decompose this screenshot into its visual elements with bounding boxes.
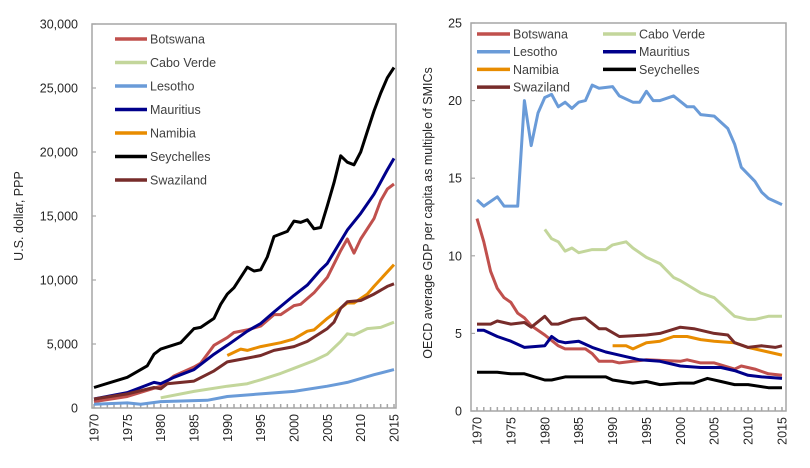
legend-label: Botswana <box>150 33 205 47</box>
y-tick-label: 10 <box>448 249 462 263</box>
legend-label: Lesotho <box>150 80 195 94</box>
y-tick-label: 0 <box>455 405 462 419</box>
series-line-namibia <box>226 263 396 357</box>
series-line-botswana <box>93 182 395 404</box>
legend: Botswana Cabo Verde Lesotho Mauritius Namibi… <box>477 28 705 95</box>
series-line-lesotho <box>475 83 783 208</box>
legend-label: Cabo Verde <box>639 28 705 42</box>
y-tick-label: 20 <box>448 94 462 108</box>
x-tick-label: 1990 <box>221 414 235 442</box>
y-tick-label: 15,000 <box>40 210 78 224</box>
legend-item: Lesotho <box>115 80 195 94</box>
series-line-cabo-verde <box>160 320 395 400</box>
legend-label: Swaziland <box>513 81 570 95</box>
legend-item: Swaziland <box>115 174 207 188</box>
x-tick-label: 1980 <box>538 417 552 445</box>
legend-item: Lesotho <box>477 45 558 59</box>
x-tick-label: 2010 <box>354 414 368 442</box>
legend-item: Namibia <box>115 127 196 141</box>
legend-item: Namibia <box>477 63 559 77</box>
legend-label: Seychelles <box>639 63 699 77</box>
series-line-seychelles <box>477 370 782 390</box>
x-tick-label: 1970 <box>471 417 485 445</box>
series-line-lesotho <box>93 368 395 406</box>
x-tick-label: 2015 <box>776 417 790 445</box>
series-line-mauritius <box>93 157 396 401</box>
legend-label: Cabo Verde <box>150 56 216 70</box>
legend-item: Botswana <box>115 33 205 47</box>
x-tick-label: 1985 <box>188 414 202 442</box>
legend-label: Swaziland <box>150 174 207 188</box>
legend-label: Mauritius <box>639 45 690 59</box>
legend-label: Seychelles <box>150 150 210 164</box>
legend-item: Mauritius <box>603 45 690 59</box>
legend-label: Botswana <box>513 28 568 42</box>
oecd-multiple-chart: OECD average GDP per capita as multiple … <box>421 17 790 445</box>
y-tick-label: 10,000 <box>40 274 78 288</box>
y-axis-title: OECD average GDP per capita as multiple … <box>421 67 435 359</box>
legend-item: Seychelles <box>115 150 210 164</box>
y-tick-label: 25 <box>448 17 462 31</box>
x-tick-label: 1980 <box>154 414 168 442</box>
x-tick-label: 1995 <box>254 414 268 442</box>
series-line-mauritius <box>477 328 783 380</box>
legend-item: Cabo Verde <box>115 56 216 70</box>
x-tick-label: 2010 <box>742 417 756 445</box>
series-line-cabo-verde <box>543 228 782 321</box>
gdp-ppp-chart: U.S. dollar, PPP 0 5,000 10,000 15,000 20,00… <box>12 18 402 442</box>
legend-item: Swaziland <box>477 81 570 95</box>
x-tick-label: 2005 <box>708 417 722 445</box>
x-tick-label: 2000 <box>288 414 302 442</box>
y-tick-label: 20,000 <box>40 146 78 160</box>
y-tick-label: 30,000 <box>40 18 78 32</box>
legend: Botswana Cabo Verde Lesotho Mauritius Namibi… <box>115 33 216 188</box>
y-tick-label: 0 <box>71 402 78 416</box>
plot-area-frame <box>470 22 787 412</box>
x-tick-label: 1995 <box>640 417 654 445</box>
series-line-swaziland <box>477 314 783 349</box>
x-tick-label: 2015 <box>388 414 402 442</box>
legend-label: Namibia <box>150 127 196 141</box>
x-tick-label: 2000 <box>674 417 688 445</box>
y-tick-label: 5,000 <box>47 338 78 352</box>
series-line-botswana <box>475 218 783 377</box>
legend-label: Lesotho <box>513 45 558 59</box>
legend-item: Seychelles <box>603 63 699 77</box>
x-tick-label: 1970 <box>88 414 102 442</box>
legend-label: Namibia <box>513 63 559 77</box>
y-axis-title: U.S. dollar, PPP <box>12 171 26 261</box>
series-line-swaziland <box>93 282 395 401</box>
x-tick-label: 2005 <box>321 414 335 442</box>
plot-area-frame <box>91 23 397 409</box>
legend-item: Botswana <box>477 28 568 42</box>
series-line-seychelles <box>93 66 396 389</box>
y-tick-label: 5 <box>455 327 462 341</box>
x-tick-label: 1990 <box>606 417 620 445</box>
legend-label: Mauritius <box>150 103 201 117</box>
y-tick-label: 15 <box>448 172 462 186</box>
x-tick-label: 1975 <box>121 414 135 442</box>
x-tick-label: 1975 <box>504 417 518 445</box>
y-tick-label: 25,000 <box>40 82 78 96</box>
legend-item: Cabo Verde <box>603 28 705 42</box>
x-tick-label: 1985 <box>572 417 586 445</box>
legend-item: Mauritius <box>115 103 201 117</box>
